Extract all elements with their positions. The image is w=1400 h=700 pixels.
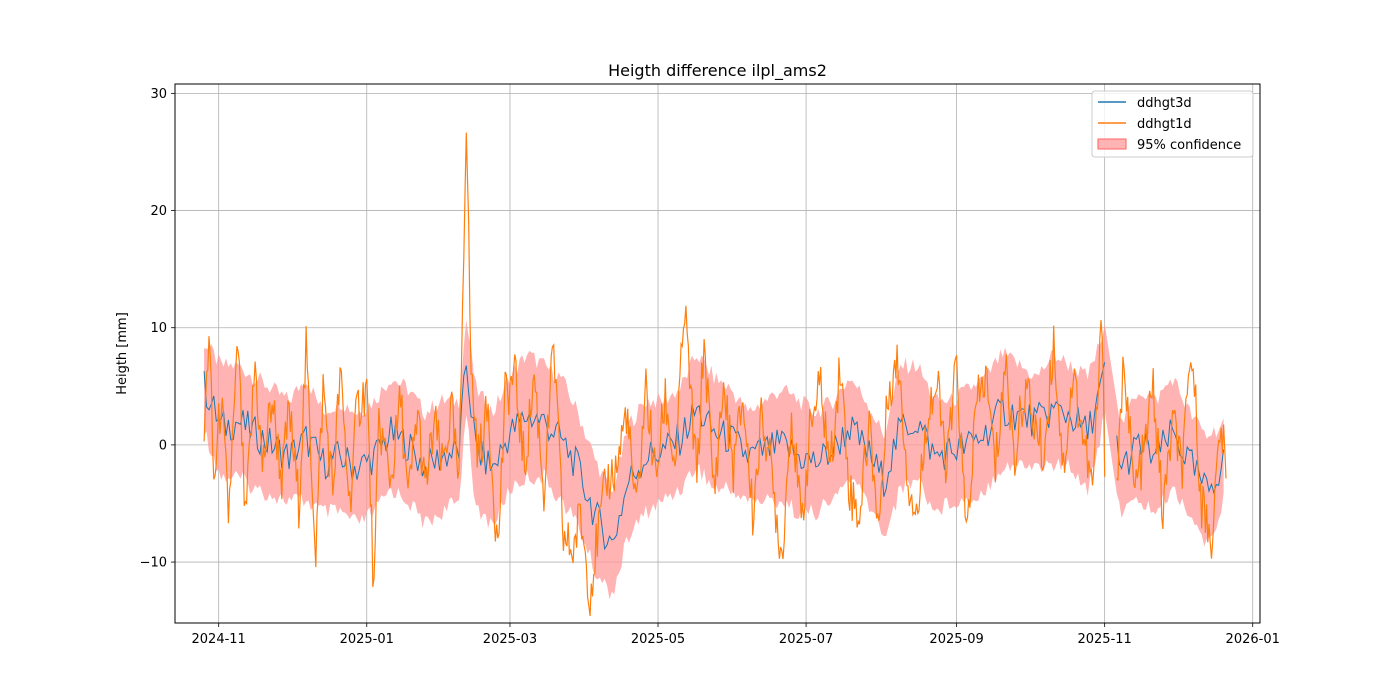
chart-title: Heigth difference ilpl_ams2 <box>608 61 827 81</box>
axes-frame <box>174 83 1261 624</box>
series-line-ddhgt1d <box>203 132 1227 617</box>
y-tick-label: 10 <box>150 321 167 336</box>
x-tick-label: 2024-11 <box>192 632 246 647</box>
y-tick-label: 20 <box>150 204 167 219</box>
x-tick-label: 2025-01 <box>340 632 394 647</box>
legend-label-confidence: 95% confidence <box>1137 138 1241 153</box>
x-axis-ticks: 2024-11 2025-01 2025-03 2025-05 2025-07 2025-… <box>192 623 1280 647</box>
y-axis-label: Heigth [mm] <box>115 312 130 395</box>
series-line-ddhgt3d <box>203 362 1225 551</box>
y-tick-label: −10 <box>140 556 167 571</box>
legend-label-ddhgt1d: ddhgt1d <box>1137 117 1192 132</box>
legend-swatch-confidence <box>1097 138 1127 150</box>
legend-label-ddhgt3d: ddhgt3d <box>1137 96 1192 111</box>
x-tick-label: 2026-01 <box>1226 632 1280 647</box>
plot-area <box>203 132 1227 617</box>
x-tick-label: 2025-09 <box>929 632 983 647</box>
y-axis-ticks: −10 0 10 20 30 <box>140 87 175 571</box>
confidence-band <box>204 319 1224 600</box>
x-tick-label: 2025-11 <box>1077 632 1131 647</box>
legend-box <box>1091 90 1254 158</box>
legend: ddhgt3d ddhgt1d 95% confidence <box>1091 90 1254 158</box>
x-tick-label: 2025-03 <box>483 632 537 647</box>
x-tick-label: 2025-05 <box>631 632 685 647</box>
y-tick-label: 0 <box>159 438 167 453</box>
x-tick-label: 2025-07 <box>779 632 833 647</box>
y-tick-label: 30 <box>150 87 167 102</box>
